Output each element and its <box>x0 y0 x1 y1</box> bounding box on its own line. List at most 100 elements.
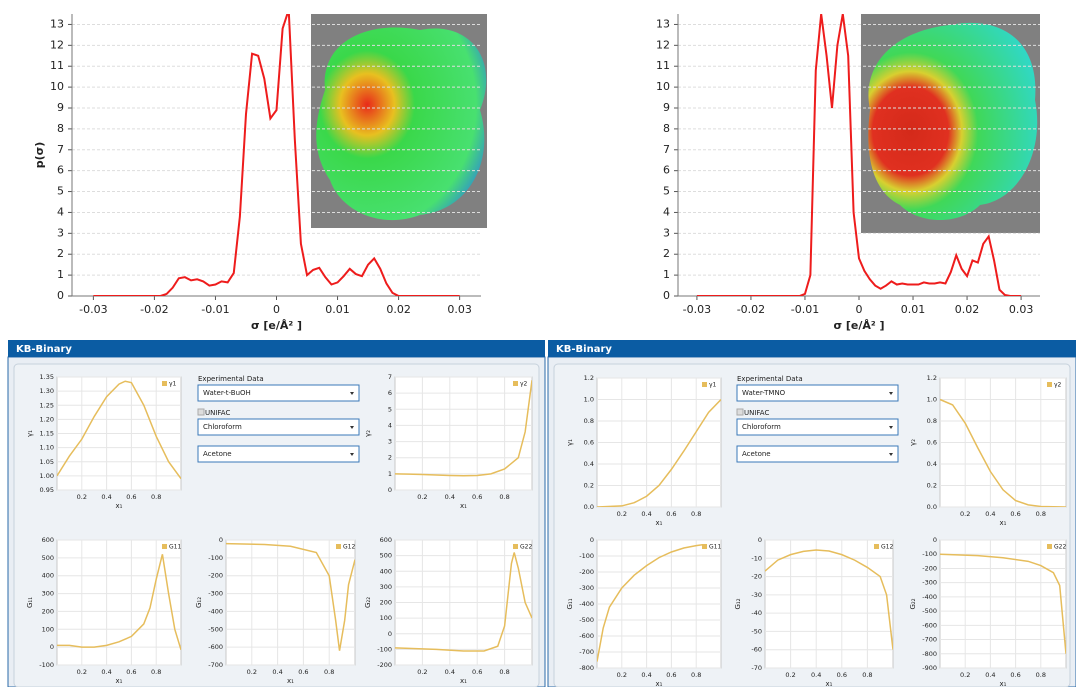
x-tick-label: 0.8 <box>691 671 701 679</box>
y-tick-label: 6 <box>57 164 64 177</box>
y-tick-label: -100 <box>377 645 392 653</box>
x-tick-label: 0.01 <box>901 303 926 316</box>
dropdown-value: Chloroform <box>742 423 781 431</box>
x-tick-label: -0.02 <box>737 303 765 316</box>
dropdown-value: Chloroform <box>203 423 242 431</box>
y-tick-label: -600 <box>922 621 937 629</box>
y-axis-label: γ₂ <box>909 439 917 446</box>
y-tick-label: -600 <box>208 643 223 651</box>
y-tick-label: -400 <box>208 607 223 615</box>
legend-label: γ2 <box>1054 382 1062 389</box>
y-tick-label: 600 <box>42 536 54 544</box>
x-tick-label: 0.02 <box>386 303 411 316</box>
x-tick-label: 0.6 <box>298 668 308 676</box>
legend-swatch <box>702 544 707 549</box>
x-axis-label: x₁ <box>1000 680 1007 687</box>
y-tick-label: 9 <box>663 101 670 114</box>
x-axis-label: σ [e/Å² ] <box>251 319 302 332</box>
y-tick-label: -200 <box>579 568 594 576</box>
y-tick-label: 400 <box>380 567 392 575</box>
y-tick-label: 0 <box>663 289 670 302</box>
panel-title: KB-Binary <box>16 344 72 355</box>
experimental-label: Experimental Data <box>737 375 803 383</box>
plot-area <box>226 540 355 665</box>
y-tick-label: -40 <box>751 609 762 617</box>
x-tick-label: 0.2 <box>417 668 427 676</box>
y-tick-label: 0.6 <box>927 439 937 447</box>
y-axis-label: G₁₂ <box>195 597 203 608</box>
dropdown-value: Water-TMNO <box>742 389 786 397</box>
y-tick-label: -500 <box>579 616 594 624</box>
plot-area <box>395 377 532 490</box>
x-tick-label: 0 <box>273 303 280 316</box>
y-tick-label: 0.4 <box>584 460 594 468</box>
checkbox[interactable] <box>198 409 204 415</box>
y-tick-label: 600 <box>380 536 392 544</box>
y-tick-label: -800 <box>579 664 594 672</box>
y-tick-label: 7 <box>663 143 670 156</box>
y-tick-label: -70 <box>751 664 762 672</box>
x-tick-label: 0.4 <box>272 668 282 676</box>
y-axis-label: G₂₂ <box>364 597 372 608</box>
y-axis-label: G₁₁ <box>26 597 34 608</box>
legend-swatch <box>874 544 879 549</box>
legend-label: G11 <box>709 544 721 551</box>
y-tick-label: -700 <box>922 636 937 644</box>
checkbox[interactable] <box>737 409 743 415</box>
y-tick-label: 200 <box>42 607 54 615</box>
y-tick-label: -200 <box>922 564 937 572</box>
x-tick-label: 0.6 <box>666 671 676 679</box>
x-tick-label: -0.02 <box>140 303 168 316</box>
x-tick-label: 0.4 <box>445 668 455 676</box>
x-tick-label: 0.4 <box>985 671 995 679</box>
x-tick-label: -0.01 <box>791 303 819 316</box>
legend-swatch <box>336 544 341 549</box>
y-tick-label: 500 <box>42 554 54 562</box>
x-tick-label: 0.6 <box>1010 671 1020 679</box>
x-tick-label: 0.8 <box>1036 510 1046 518</box>
x-tick-label: 0.03 <box>1009 303 1034 316</box>
x-tick-label: 0.6 <box>1010 510 1020 518</box>
x-tick-label: 0.8 <box>499 493 509 501</box>
y-tick-label: 5 <box>57 185 64 198</box>
x-tick-label: -0.03 <box>683 303 711 316</box>
y-tick-label: 0 <box>219 536 223 544</box>
y-axis-label: G₁₁ <box>566 598 574 609</box>
x-axis-label: x₁ <box>1000 519 1007 527</box>
y-tick-label: 0 <box>590 536 594 544</box>
y-tick-label: -60 <box>751 646 762 654</box>
y-tick-label: -200 <box>208 572 223 580</box>
x-tick-label: 0.8 <box>324 668 334 676</box>
y-tick-label: 1 <box>388 470 392 478</box>
y-tick-label: 1.0 <box>584 396 594 404</box>
y-tick-label: 2 <box>663 247 670 260</box>
y-tick-label: 13 <box>656 17 670 30</box>
y-tick-label: 5 <box>663 185 670 198</box>
y-tick-label: 2 <box>388 454 392 462</box>
dropdown-value: Acetone <box>742 450 771 458</box>
y-axis-label: γ₂ <box>364 430 372 437</box>
x-tick-label: 0.2 <box>617 671 627 679</box>
legend-label: γ1 <box>709 382 717 389</box>
y-tick-label: -100 <box>579 552 594 560</box>
y-tick-label: -300 <box>579 584 594 592</box>
y-tick-label: -400 <box>922 593 937 601</box>
x-tick-label: 0.8 <box>151 493 161 501</box>
legend-swatch <box>1047 544 1052 549</box>
x-tick-label: 0.4 <box>641 510 651 518</box>
y-tick-label: 1.2 <box>927 374 937 382</box>
y-tick-label: 0.8 <box>927 417 937 425</box>
y-tick-label: 0.6 <box>584 439 594 447</box>
x-tick-label: 0.2 <box>77 493 87 501</box>
y-tick-label: 0.2 <box>584 482 594 490</box>
y-tick-label: 3 <box>57 226 64 239</box>
y-tick-label: 0.0 <box>584 503 594 511</box>
y-tick-label: 1.05 <box>40 458 54 466</box>
screen: KB-BinaryExperimental DataWater-t-BuOHUN… <box>0 0 1076 687</box>
legend-swatch <box>162 381 167 386</box>
y-tick-label: 9 <box>57 101 64 114</box>
x-axis-label: x₁ <box>826 680 833 687</box>
y-tick-label: -10 <box>751 554 762 562</box>
y-tick-label: 3 <box>388 438 392 446</box>
y-tick-label: -900 <box>922 664 937 672</box>
